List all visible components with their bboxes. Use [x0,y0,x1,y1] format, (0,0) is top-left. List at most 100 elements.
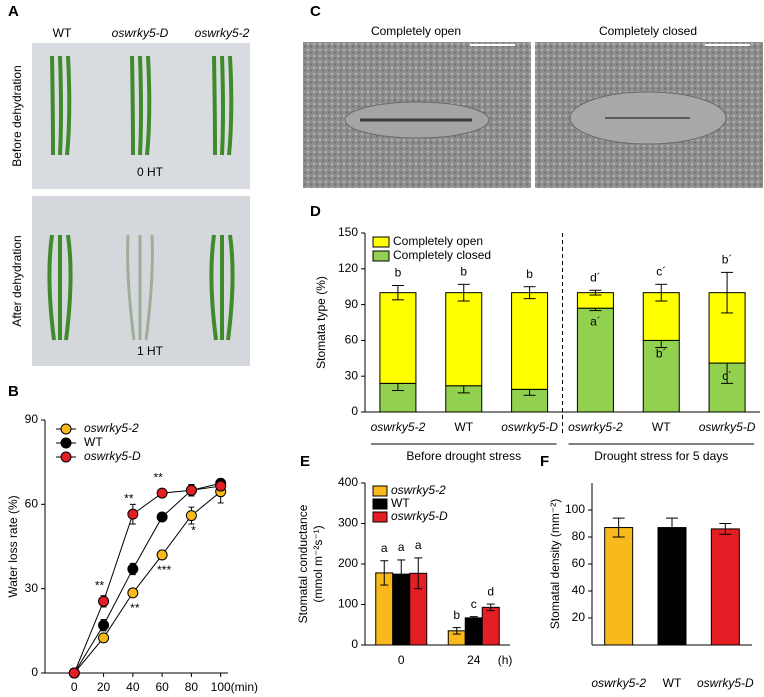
group-label: Drought stress for 5 days [594,449,728,463]
significance: ** [130,601,140,615]
significance: * [191,524,196,538]
bar [657,527,687,646]
y-tick-label: 0 [351,404,358,418]
point [215,480,227,492]
error-bar [589,289,602,296]
error-bar [721,271,734,314]
error-bar [391,285,404,301]
time-label: 0 HT [137,165,164,179]
row-label: Before dehydration [10,65,24,166]
bar [481,606,500,646]
error-bar [397,559,406,589]
leaf [144,234,154,341]
legend-marker [60,423,72,435]
legend-label: WT [84,435,103,449]
panel-label: F [540,453,549,470]
error-bar [666,517,678,538]
significance-letter: d´ [590,270,601,284]
y-axis-label: Stomatal conductance [296,504,310,623]
row-label: After dehydration [10,235,24,326]
legend-swatch [372,250,390,262]
legend-label: oswrky5-D [391,509,448,523]
legend-label: Completely closed [393,248,491,262]
error-bar [523,286,536,300]
image-title: Completely closed [599,24,697,38]
significance-letter: a´ [590,314,601,328]
bar-segment [576,307,614,413]
legend-marker [60,437,72,449]
leaf [58,55,63,156]
point [156,549,168,561]
error-bar [612,517,625,538]
error-bar [486,603,495,612]
legend-swatch [372,236,390,248]
significance-letter: b´ [722,253,733,267]
panel-label: C [310,3,321,20]
y-axis-label: Stomatal density (mm⁻²) [548,499,562,629]
significance: ** [124,491,134,505]
y-tick-label: 60 [572,556,586,570]
significance-letter: b´ [656,347,667,361]
y-tick-label: 100 [338,597,358,611]
significance-letter: b [395,266,402,280]
legend-label: WT [391,496,410,510]
legend-swatch [372,511,388,523]
leaf [47,234,56,341]
error-bar [452,627,461,635]
point [156,487,168,499]
leaf [130,55,135,156]
x-tick-label: 0 [71,680,78,694]
significance-letter: b [460,264,467,278]
point [98,619,110,631]
x-tick-label: 0 [398,653,405,667]
panel-c: C Completely open Completely closed [303,3,763,188]
y-tick-label: 80 [572,529,586,543]
x-tick-label: oswrky5-D [699,420,756,434]
group-label: Before drought stress [406,449,521,463]
point [185,484,197,496]
leaf [138,55,143,156]
legend-label: oswrky5-2 [391,483,446,497]
significance-letter: a [398,540,405,554]
y-tick-label: 90 [345,297,359,311]
x-axis-label: (min) [231,680,258,694]
x-tick-label: 20 [97,680,111,694]
panel-label: A [8,3,19,20]
y-tick-label: 150 [338,225,358,239]
legend-label: oswrky5-2 [84,421,139,435]
column-label: oswrky5-D [112,26,169,40]
y-tick-label: 30 [345,368,359,382]
x-tick-label: 60 [155,680,169,694]
point [98,632,110,644]
y-tick-label: 100 [565,502,585,516]
x-tick-label: oswrky5-2 [371,420,426,434]
y-tick-label: 60 [345,333,359,347]
leaf [145,55,152,156]
x-tick-label: oswrky5-D [697,676,754,690]
error-bar [457,283,470,302]
image-title: Completely open [371,24,461,38]
y-axis-label: (mmol m⁻²s⁻¹) [311,525,325,602]
significance-letter: b [453,608,460,622]
x-tick-label: oswrky5-2 [591,676,646,690]
point [127,587,139,599]
significance-letter: c´ [656,264,666,278]
time-label: 1 HT [137,344,164,358]
leaf [64,234,73,341]
bar-segment [642,339,680,413]
legend-label: oswrky5-D [84,449,141,463]
error-bar [469,616,478,620]
bar-segment [511,292,549,390]
leaf [65,55,72,156]
significance-letter: a [415,538,422,552]
column-label: WT [53,26,72,40]
y-tick-label: 90 [25,412,39,426]
y-tick-label: 0 [351,637,358,651]
legend-swatch [372,498,388,510]
x-tick-label: WT [652,420,671,434]
significance-letter: a [381,541,388,555]
y-tick-label: 0 [31,665,38,679]
panel-label: D [310,203,321,220]
panel-label: E [300,453,310,470]
